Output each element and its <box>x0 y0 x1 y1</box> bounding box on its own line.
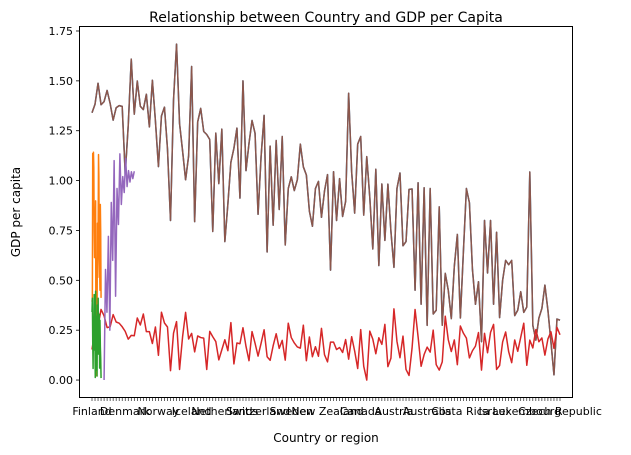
x-tick-label: Israel <box>479 405 509 418</box>
y-axis-label: GDP per capita <box>9 167 23 257</box>
x-tick-label: New Zealand <box>291 405 363 418</box>
series-line-2 <box>91 43 561 376</box>
x-tick-label: Netherlands <box>191 405 258 418</box>
y-tick-label: 0.00 <box>49 374 74 387</box>
x-tick-label: Czech Republic <box>518 405 602 418</box>
y-tick-label: 1.50 <box>49 75 74 88</box>
x-tick-label: Switzerland <box>226 405 290 418</box>
series-line-3 <box>91 308 561 381</box>
series-line-4 <box>91 151 102 377</box>
x-tick-label: Iceland <box>172 405 212 418</box>
x-tick-label: Norway <box>138 405 180 418</box>
x-axis-label: Country or region <box>273 431 379 445</box>
x-tick-label: Costa Rica <box>431 405 489 418</box>
y-tick-label: 0.75 <box>49 224 74 237</box>
plot-frame <box>79 26 573 398</box>
x-tick-label: Finland <box>72 405 111 418</box>
series-line-5 <box>91 290 102 379</box>
x-tick-label: Denmark <box>100 405 151 418</box>
x-tick-label: Austria <box>374 405 413 418</box>
x-tick-label: Australia <box>403 405 452 418</box>
chart-title: Relationship between Country and GDP per… <box>149 10 503 26</box>
x-tick-label: Luxembourg <box>493 405 562 418</box>
x-tick-label: Sweden <box>270 405 313 418</box>
x-axis: FinlandDenmarkNorwayIcelandNetherlandsSw… <box>72 397 602 418</box>
y-tick-label: 1.75 <box>49 25 74 38</box>
series-line-6 <box>103 153 136 381</box>
x-tick-label: Canada <box>340 405 382 418</box>
plot-lines <box>91 43 561 381</box>
y-tick-label: 0.25 <box>49 324 74 337</box>
y-axis: 0.00 0.25 0.50 0.75 1.00 1.25 1.50 1.75 <box>49 25 80 387</box>
y-tick-label: 1.00 <box>49 175 74 188</box>
y-tick-label: 0.50 <box>49 274 74 287</box>
y-tick-label: 1.25 <box>49 125 74 138</box>
